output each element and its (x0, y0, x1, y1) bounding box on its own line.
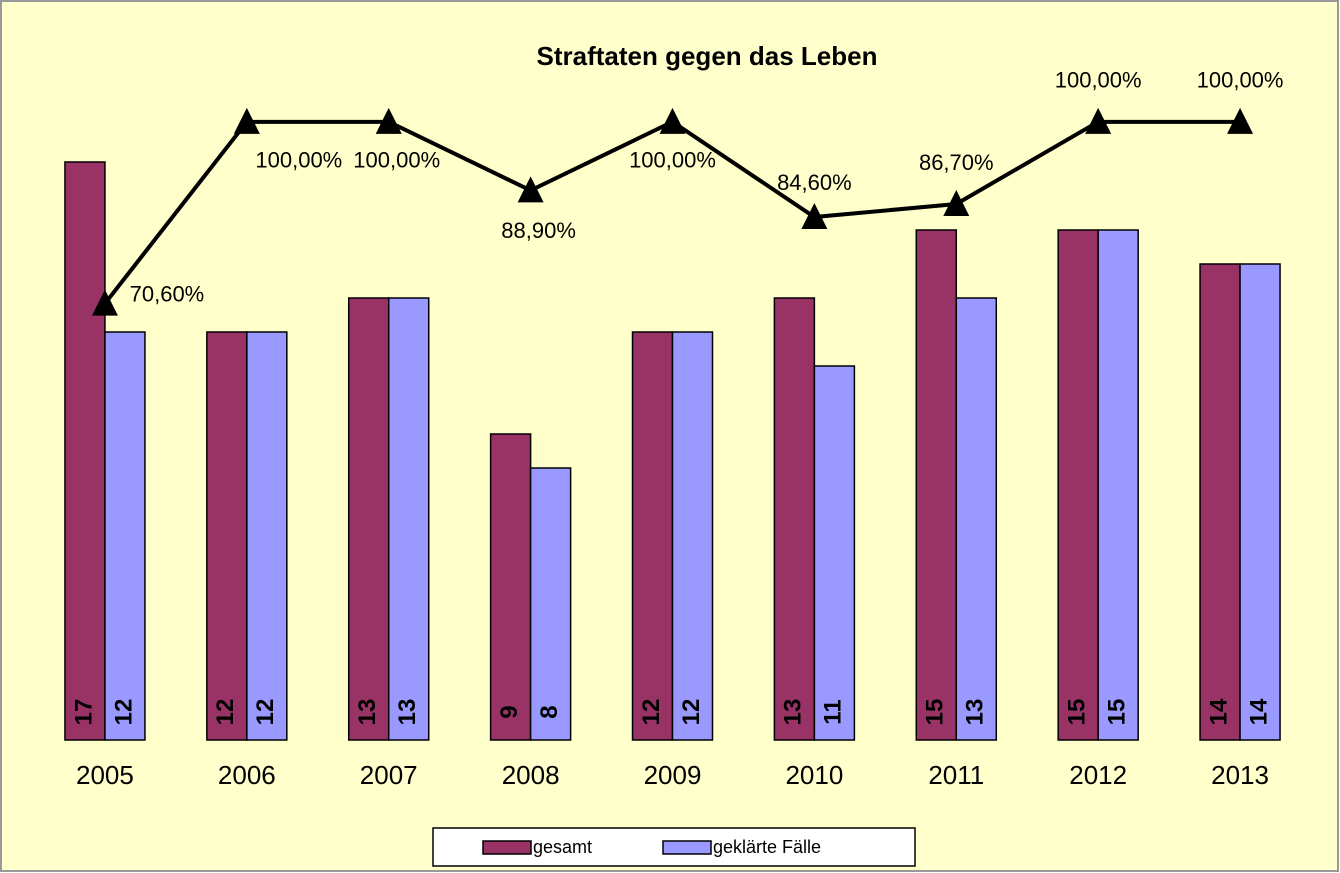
chart-title: Straftaten gegen das Leben (537, 41, 878, 71)
line-value-label: 100,00% (255, 148, 342, 173)
line-value-label: 84,60% (777, 170, 852, 195)
bar-value-label: 13 (780, 699, 807, 726)
line-value-label: 100,00% (1197, 68, 1284, 93)
line-marker (91, 289, 118, 316)
bar (347, 297, 390, 741)
line-marker (233, 107, 260, 134)
x-tick-label: 2008 (502, 760, 560, 790)
bar-value-label: 12 (252, 699, 279, 726)
bar-value-label: 14 (1245, 698, 1272, 725)
bar-value-label: 9 (496, 705, 523, 718)
bar-value-label: 15 (1064, 699, 1091, 726)
x-tick-label: 2010 (785, 760, 843, 790)
bar (915, 229, 958, 741)
bar (387, 297, 430, 741)
bar-value-label: 17 (70, 699, 97, 726)
bar-value-label: 8 (536, 705, 563, 718)
bar (813, 365, 856, 741)
bar-value-label: 13 (962, 699, 989, 726)
bar (631, 331, 674, 741)
line-value-label: 100,00% (353, 148, 440, 173)
legend-label: geklärte Fälle (713, 837, 821, 857)
x-tick-label: 2011 (928, 760, 984, 790)
line-marker (375, 107, 402, 134)
bar (64, 161, 106, 741)
line-marker (659, 107, 686, 134)
bar-value-label: 12 (638, 699, 665, 726)
bar (206, 331, 248, 741)
bar-value-label: 13 (394, 699, 421, 726)
bar-value-label: 12 (212, 699, 239, 726)
bar (1057, 229, 1099, 741)
line-marker (517, 176, 544, 203)
bar (489, 433, 532, 741)
bar-value-label: 13 (354, 699, 381, 726)
line-value-label: 70,60% (130, 281, 205, 306)
bar-value-label: 15 (922, 699, 949, 726)
x-tick-label: 2006 (218, 760, 276, 790)
line-value-label: 88,90% (501, 218, 576, 243)
line-marker (1227, 107, 1254, 134)
bar-value-label: 14 (1205, 698, 1232, 725)
bar (246, 331, 288, 741)
line-marker (943, 190, 970, 217)
bar-value-label: 12 (678, 699, 705, 726)
line-marker (1085, 107, 1112, 134)
line-value-label: 100,00% (1055, 68, 1142, 93)
x-tick-label: 2013 (1211, 760, 1269, 790)
x-tick-label: 2009 (644, 760, 702, 790)
bar-value-label: 15 (1104, 699, 1131, 726)
line-value-label: 86,70% (919, 150, 994, 175)
x-tick-label: 2005 (76, 760, 134, 790)
bar (1097, 229, 1139, 741)
bar (104, 331, 146, 741)
legend-label: gesamt (533, 837, 592, 857)
bar (529, 467, 572, 741)
bar (1239, 263, 1281, 741)
bar (1199, 263, 1241, 741)
bar-value-label: 12 (110, 699, 137, 726)
legend-swatch (482, 840, 532, 855)
bar (955, 297, 998, 741)
x-tick-label: 2007 (360, 760, 418, 790)
x-tick-label: 2012 (1069, 760, 1127, 790)
bar-value-label: 11 (820, 699, 847, 724)
line-marker (801, 203, 828, 230)
line-value-label: 100,00% (629, 148, 716, 173)
bar (671, 331, 714, 741)
legend-swatch (662, 840, 712, 855)
bar (773, 297, 816, 741)
